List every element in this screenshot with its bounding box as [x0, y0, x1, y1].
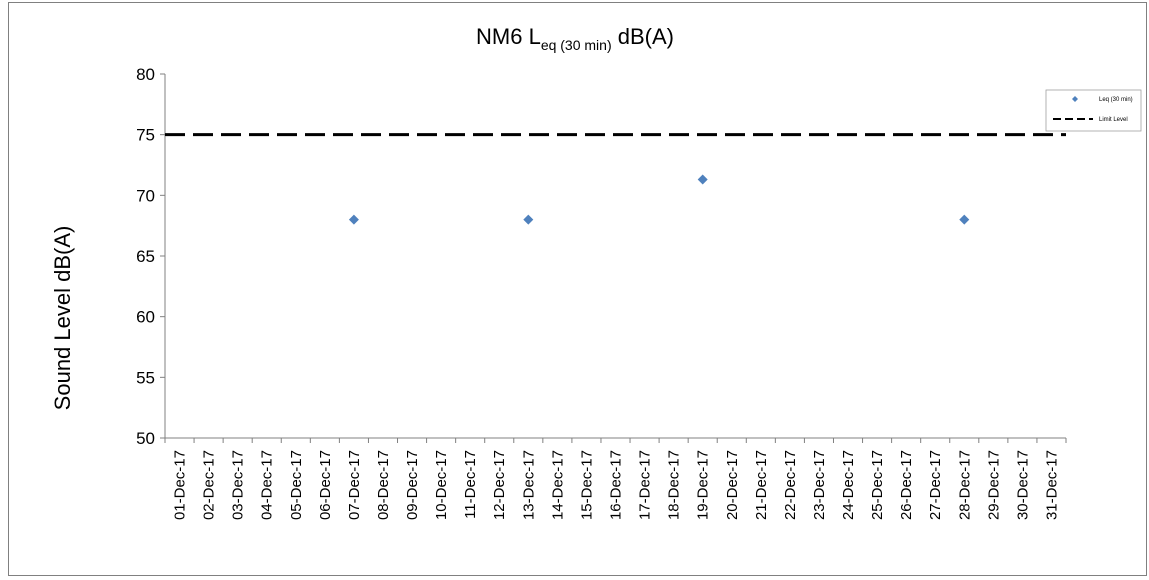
- x-tick-label: 20-Dec-17: [724, 450, 741, 520]
- x-tick-label: 29-Dec-17: [985, 450, 1002, 520]
- x-tick-label: 28-Dec-17: [956, 450, 973, 520]
- legend-label-leq: Leq (30 min): [1099, 97, 1133, 103]
- chart-title: NM6 Leq (30 min) dB(A): [476, 24, 674, 53]
- x-tick-label: 13-Dec-17: [520, 450, 537, 520]
- y-tick-label: 65: [136, 247, 155, 266]
- x-tick-label: 30-Dec-17: [1014, 450, 1031, 520]
- x-tick-label: 25-Dec-17: [869, 450, 886, 520]
- leq-data-point: [523, 214, 534, 225]
- x-tick-label: 01-Dec-17: [172, 450, 189, 520]
- x-tick-label: 23-Dec-17: [811, 450, 828, 520]
- x-tick-label: 22-Dec-17: [782, 450, 799, 520]
- leq-data-point: [959, 214, 970, 225]
- x-tick-label: 08-Dec-17: [375, 450, 392, 520]
- chart-frame: [8, 2, 1147, 576]
- y-tick-label: 55: [136, 368, 155, 387]
- legend: Leq (30 min) Limit Level: [1045, 89, 1142, 132]
- x-tick-label: 03-Dec-17: [230, 450, 247, 520]
- chart-title-subscript: eq (30 min): [541, 37, 612, 53]
- y-axis-label: Sound Level dB(A): [50, 226, 75, 411]
- x-tick-label: 16-Dec-17: [608, 450, 625, 520]
- y-tick-label: 60: [136, 308, 155, 327]
- legend-box: [1045, 89, 1142, 132]
- x-tick-label: 27-Dec-17: [927, 450, 944, 520]
- leq-data-point: [348, 214, 359, 225]
- x-tick-label: 21-Dec-17: [753, 450, 770, 520]
- x-tick-label: 15-Dec-17: [578, 450, 595, 520]
- x-tick-label: 06-Dec-17: [317, 450, 334, 520]
- y-tick-label: 50: [136, 429, 155, 448]
- x-tick-label: 31-Dec-17: [1043, 450, 1060, 520]
- leq-data-point: [697, 174, 708, 185]
- x-tick-label: 12-Dec-17: [491, 450, 508, 520]
- x-tick-label: 10-Dec-17: [433, 450, 450, 520]
- y-tick-label: 80: [136, 65, 155, 84]
- x-tick-label: 11-Dec-17: [462, 450, 479, 519]
- x-tick-label: 18-Dec-17: [666, 450, 683, 520]
- x-tick-label: 05-Dec-17: [288, 450, 305, 520]
- chart-title-prefix: NM6 L: [476, 24, 541, 49]
- x-tick-label: 07-Dec-17: [346, 450, 363, 520]
- x-tick-label: 04-Dec-17: [259, 450, 276, 520]
- y-tick-label: 70: [136, 186, 155, 205]
- plot-area: 50 55 60 65 70 75 80 01-Dec-17 02-Dec-17 03-Dec-1…: [136, 65, 1067, 520]
- x-tick-label: 26-Dec-17: [898, 450, 915, 520]
- x-tick-label: 14-Dec-17: [549, 450, 566, 520]
- x-tick-label: 02-Dec-17: [201, 450, 218, 520]
- chart-title-suffix: dB(A): [612, 24, 674, 49]
- x-tick-label: 09-Dec-17: [404, 450, 421, 520]
- x-tick-label: 17-Dec-17: [637, 450, 654, 520]
- x-tick-label: 24-Dec-17: [840, 450, 857, 520]
- y-tick-label: 75: [136, 126, 155, 145]
- x-tick-label: 19-Dec-17: [695, 450, 712, 520]
- legend-label-limit: Limit Level: [1099, 117, 1128, 123]
- legend-marker-leq: [1072, 96, 1078, 102]
